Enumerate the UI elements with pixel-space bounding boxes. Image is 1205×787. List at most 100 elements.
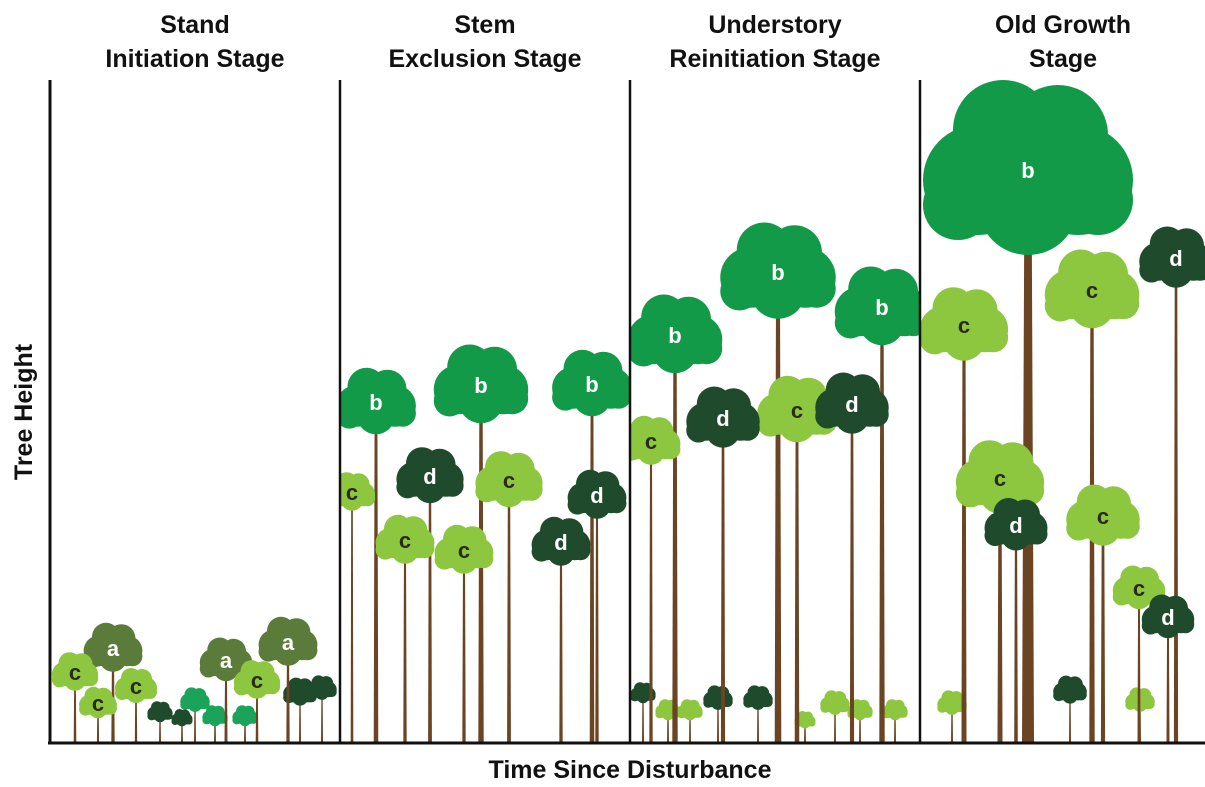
crown-part xyxy=(743,698,753,708)
stage-title: Reinitiation Stage xyxy=(669,45,880,73)
crown-part xyxy=(396,476,418,498)
tree-label: d xyxy=(1169,246,1182,271)
tree: c xyxy=(435,525,494,743)
stage-title: Initiation Stage xyxy=(105,45,284,73)
crown-part xyxy=(389,400,416,427)
trunk xyxy=(879,316,884,743)
crown-part xyxy=(1113,588,1131,606)
tree-label: c xyxy=(251,668,263,693)
tree-label: a xyxy=(282,630,295,655)
small-tree xyxy=(743,685,772,743)
crown-part xyxy=(694,709,702,717)
tree-label: a xyxy=(107,636,120,661)
tree-label: d xyxy=(423,464,436,489)
trunk xyxy=(428,482,432,743)
crown-part xyxy=(655,710,663,718)
crown-part xyxy=(854,708,866,720)
crown-part xyxy=(172,718,179,725)
crown-part xyxy=(104,702,117,715)
crown-part xyxy=(1139,258,1164,283)
crown-part xyxy=(1053,690,1064,701)
crown-part xyxy=(1027,524,1048,545)
tree: d xyxy=(815,373,889,744)
crown-part xyxy=(735,416,760,441)
stage-title: Stage xyxy=(1029,45,1097,73)
crown-part xyxy=(630,693,638,701)
trunk xyxy=(721,425,725,743)
tree-label: c xyxy=(346,480,358,505)
tree: c xyxy=(79,687,117,743)
tree-label: c xyxy=(399,528,411,553)
stage-title: Understory xyxy=(708,11,841,39)
crown-part xyxy=(661,440,681,460)
tree-label: c xyxy=(1133,576,1145,601)
crown-part xyxy=(79,703,92,716)
crown-part xyxy=(820,703,830,713)
crown-part xyxy=(1125,700,1135,710)
tree-label: b xyxy=(1021,158,1034,183)
crown-part xyxy=(763,697,773,707)
crown-part xyxy=(552,384,579,411)
trunk xyxy=(795,418,800,743)
crown-part xyxy=(979,323,1008,352)
trunk xyxy=(1101,523,1105,743)
small-tree xyxy=(147,701,172,743)
crown-part xyxy=(605,382,632,409)
small-tree xyxy=(703,685,732,743)
trunk xyxy=(403,546,406,743)
small-tree xyxy=(820,690,849,743)
tree-label: d xyxy=(1161,605,1174,630)
crown-part xyxy=(83,671,98,686)
tree: c xyxy=(115,668,157,743)
tree-label: d xyxy=(716,406,729,431)
tree-label: b xyxy=(585,372,598,397)
small-tree xyxy=(307,675,336,743)
crown-part xyxy=(1066,516,1091,541)
tree-label: a xyxy=(220,648,233,673)
crown-part xyxy=(259,642,279,662)
trunk xyxy=(1014,531,1018,743)
diagram: aaaccccbbbcdccddcbbbcddcbccccddcd Time S… xyxy=(0,0,1205,787)
tree-label: c xyxy=(69,660,81,685)
crown-part xyxy=(188,698,202,712)
crown-part xyxy=(200,660,218,678)
tree-label: d xyxy=(554,530,567,555)
crown-part xyxy=(797,269,836,308)
tree-label: c xyxy=(958,313,970,338)
small-tree xyxy=(1053,676,1087,743)
crown-part xyxy=(703,698,713,708)
trunk xyxy=(478,394,483,743)
trunk xyxy=(1174,265,1178,743)
tree: c xyxy=(329,472,375,743)
crown-part xyxy=(298,641,318,661)
crown-part xyxy=(265,679,280,694)
crown-part xyxy=(202,716,210,724)
tree: c xyxy=(1113,566,1166,744)
crown-part xyxy=(532,542,552,562)
crown-part xyxy=(147,712,155,720)
tree-label: c xyxy=(92,691,104,716)
small-tree xyxy=(882,699,907,743)
crown-part xyxy=(435,550,455,570)
tree: c xyxy=(234,660,280,743)
crown-part xyxy=(757,410,784,437)
crown-part xyxy=(415,539,435,559)
trunk xyxy=(775,283,782,743)
stage-title: Exclusion Stage xyxy=(388,45,581,73)
stage-panel: bbbcdccddc xyxy=(329,345,632,744)
crown-part xyxy=(937,703,947,713)
crown-part xyxy=(899,709,907,717)
crown-part xyxy=(520,478,542,500)
crown-part xyxy=(475,480,497,502)
tree-label: c xyxy=(458,538,470,563)
tree: d xyxy=(1142,595,1195,744)
tree-label: d xyxy=(845,392,858,417)
crown-part xyxy=(1115,514,1140,539)
crown-part xyxy=(691,333,723,365)
small-tree xyxy=(172,709,193,743)
trunk xyxy=(507,486,511,743)
stage-title: Stem xyxy=(454,11,515,39)
crown-part xyxy=(815,404,840,429)
small-tree xyxy=(232,705,257,743)
